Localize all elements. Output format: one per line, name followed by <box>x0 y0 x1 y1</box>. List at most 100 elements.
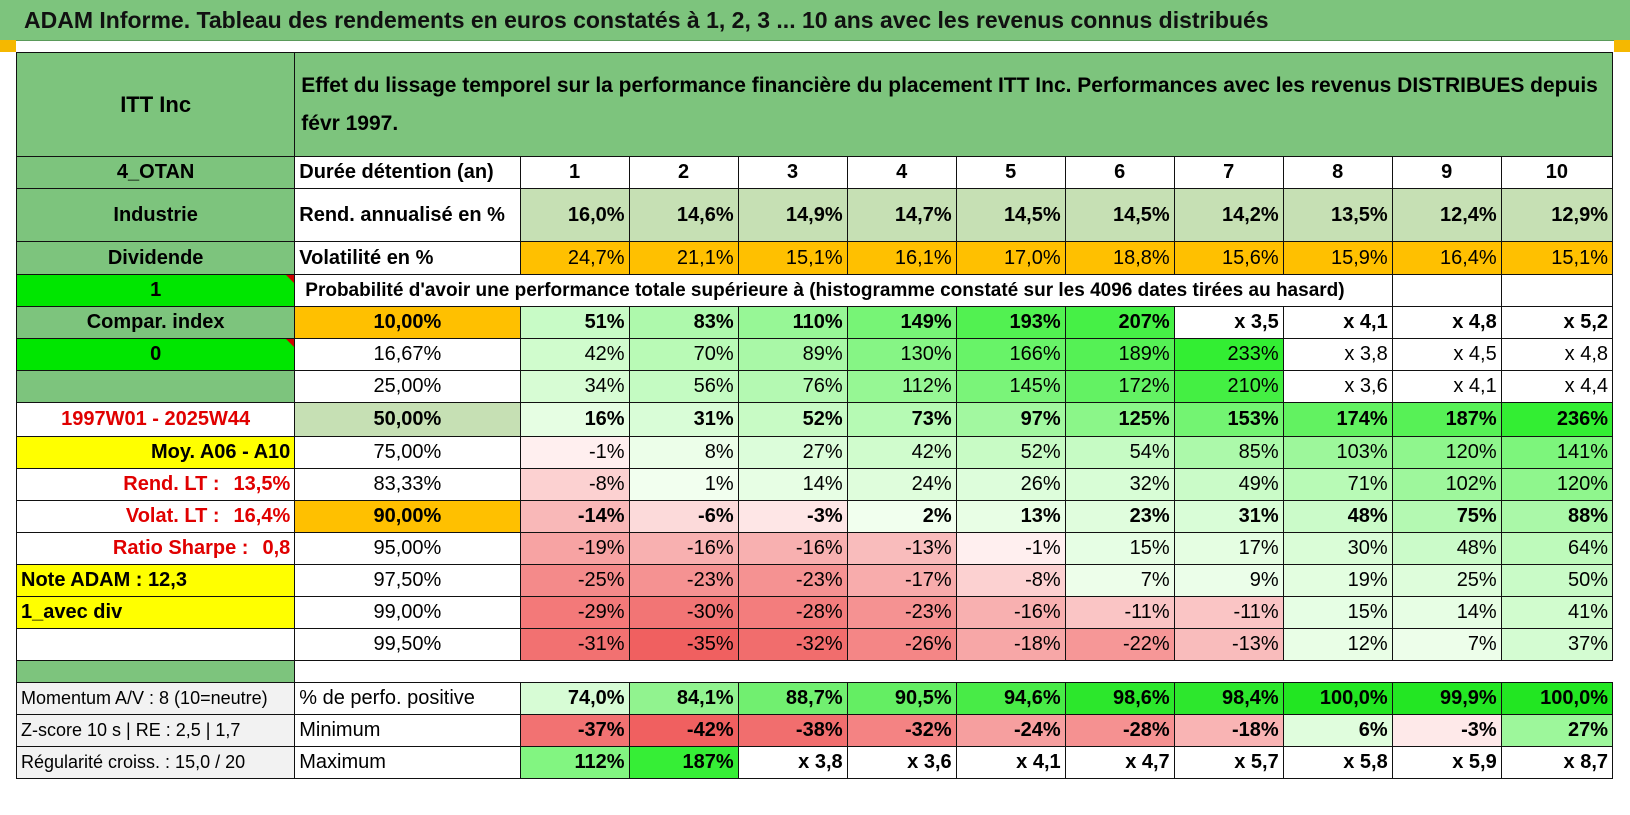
minimum-value: -18% <box>1173 714 1284 747</box>
probability-row: Compar. index 10,00% 51% 83% 110% 149% 193% 207… <box>15 306 1614 339</box>
sector: Industrie <box>15 188 296 242</box>
metric-value: 16,4% <box>233 505 291 527</box>
empty-green <box>15 370 296 403</box>
probability-threshold: 83,33% <box>294 468 521 501</box>
probability-value: x 5,2 <box>1500 306 1614 339</box>
maximum-value: x 3,6 <box>846 746 957 779</box>
maximum-label: Maximum <box>294 746 521 779</box>
positive-performance-row: Momentum A/V : 8 (10=neutre)% de perfo. … <box>15 682 1614 715</box>
probability-threshold: 95,00% <box>294 532 521 565</box>
probability-row: Volat. LT : 16,4% 90,00% -14% -6% -3% 2% 13% 23%… <box>15 500 1614 533</box>
maximum-value: x 5,8 <box>1282 746 1393 779</box>
probability-value: 51% <box>519 306 630 339</box>
spacer <box>295 661 1613 683</box>
probability-value: 16% <box>519 402 630 437</box>
corner-marker-left <box>0 40 16 52</box>
probability-value: 174% <box>1282 402 1393 437</box>
probability-value: 88% <box>1500 500 1614 533</box>
probability-value: x 4,5 <box>1391 338 1502 371</box>
probability-value: -32% <box>737 628 848 661</box>
probability-value: -16% <box>628 532 739 565</box>
probability-label: Probabilité d'avoir une performance tota… <box>305 279 1345 301</box>
probability-value: 42% <box>846 436 957 469</box>
probability-threshold: 25,00% <box>294 370 521 403</box>
minimum-row: Z-score 10 s | RE : 2,5 | 1,7 Minimum -37%… <box>15 714 1614 747</box>
probability-value: 166% <box>955 338 1066 371</box>
positive-value: 100,0% <box>1500 682 1614 715</box>
annual-return-value: 13,5% <box>1282 188 1393 242</box>
metric-value: 0,8 <box>262 537 291 559</box>
probability-value: x 4,1 <box>1391 370 1502 403</box>
probability-threshold: 50,00% <box>294 402 521 437</box>
volatility-value: 18,8% <box>1064 241 1175 275</box>
metric-label: Rend. LT : <box>123 473 220 495</box>
probability-value: 31% <box>628 402 739 437</box>
probability-value: x 3,5 <box>1173 306 1284 339</box>
probability-value: -30% <box>628 596 739 629</box>
probability-value: 110% <box>737 306 848 339</box>
probability-value: 48% <box>1391 532 1502 565</box>
probability-value: 120% <box>1391 436 1502 469</box>
probability-value: 52% <box>737 402 848 437</box>
long-term-volatility: Volat. LT : 16,4% <box>15 500 296 533</box>
header-row: ITT Inc Effet du lissage temporel sur la … <box>15 52 1613 157</box>
positive-label: % de perfo. positive <box>294 682 521 715</box>
probability-row: 1_avec div 99,00% -29% -30% -28% -23% -16% -11%… <box>15 596 1614 629</box>
volatility-value: 16,4% <box>1391 241 1502 275</box>
probability-value: 85% <box>1173 436 1284 469</box>
probability-value: 15% <box>1064 532 1175 565</box>
probability-value: 50% <box>1500 564 1614 597</box>
probability-threshold: 99,50% <box>294 628 521 661</box>
probability-value: 7% <box>1391 628 1502 661</box>
probability-value: 17% <box>1173 532 1284 565</box>
adam-note: Note ADAM : 12,3 <box>15 564 296 597</box>
z-score: Z-score 10 s | RE : 2,5 | 1,7 <box>15 714 296 747</box>
probability-value: 141% <box>1500 436 1614 469</box>
probability-row: Note ADAM : 12,3 97,50% -25% -23% -23% -17% -8… <box>15 564 1614 597</box>
minimum-value: -32% <box>846 714 957 747</box>
long-term-return: Rend. LT : 13,5% <box>15 468 296 501</box>
probability-value: 12% <box>1282 628 1393 661</box>
probability-row: Ratio Sharpe :0,8 95,00% -19% -16% -16% -13% -… <box>15 532 1614 565</box>
probability-value: -22% <box>1064 628 1175 661</box>
probability-value: -23% <box>846 596 957 629</box>
probability-value: 189% <box>1064 338 1175 371</box>
positive-value: 88,7% <box>737 682 848 715</box>
probability-value: 89% <box>737 338 848 371</box>
probability-value: -11% <box>1064 596 1175 629</box>
probability-value: 52% <box>955 436 1066 469</box>
maximum-value: 187% <box>628 746 739 779</box>
empty-cell <box>1391 274 1502 307</box>
annual-return-value: 14,5% <box>1064 188 1175 242</box>
probability-value: x 4,4 <box>1500 370 1614 403</box>
volatility-value: 15,1% <box>1500 241 1614 275</box>
probability-value: 19% <box>1282 564 1393 597</box>
positive-value: 74,0% <box>519 682 630 715</box>
probability-value: 70% <box>628 338 739 371</box>
probability-value: -1% <box>955 532 1066 565</box>
probability-value: 48% <box>1282 500 1393 533</box>
probability-row: Rend. LT : 13,5% 83,33% -8% 1% 14% 24% 26% 32% 49… <box>15 468 1614 501</box>
year-header: 2 <box>628 156 739 189</box>
maximum-value: x 4,1 <box>955 746 1066 779</box>
minimum-value: -3% <box>1391 714 1502 747</box>
probability-row: 25,00% 34% 56% 76% 112% 145% 172% 210% x 3,6 x 4,… <box>15 370 1614 403</box>
probability-value: -8% <box>955 564 1066 597</box>
probability-value: 112% <box>846 370 957 403</box>
volatility-value: 24,7% <box>519 241 630 275</box>
positive-value: 94,6% <box>955 682 1066 715</box>
minimum-value: -37% <box>519 714 630 747</box>
annual-return-value: 16,0% <box>519 188 630 242</box>
probability-value: 236% <box>1500 402 1614 437</box>
probability-value: 23% <box>1064 500 1175 533</box>
probability-value: 102% <box>1391 468 1502 501</box>
year-header: 9 <box>1391 156 1502 189</box>
sharpe-ratio: Ratio Sharpe : 0,8 <box>15 532 296 565</box>
positive-value: 84,1% <box>628 682 739 715</box>
year-header: 10 <box>1500 156 1614 189</box>
probability-value: 8% <box>628 436 739 469</box>
probability-value: -14% <box>519 500 630 533</box>
empty-cell <box>1500 274 1614 307</box>
annual-return-value: 14,7% <box>846 188 957 242</box>
year-header: 1 <box>519 156 630 189</box>
